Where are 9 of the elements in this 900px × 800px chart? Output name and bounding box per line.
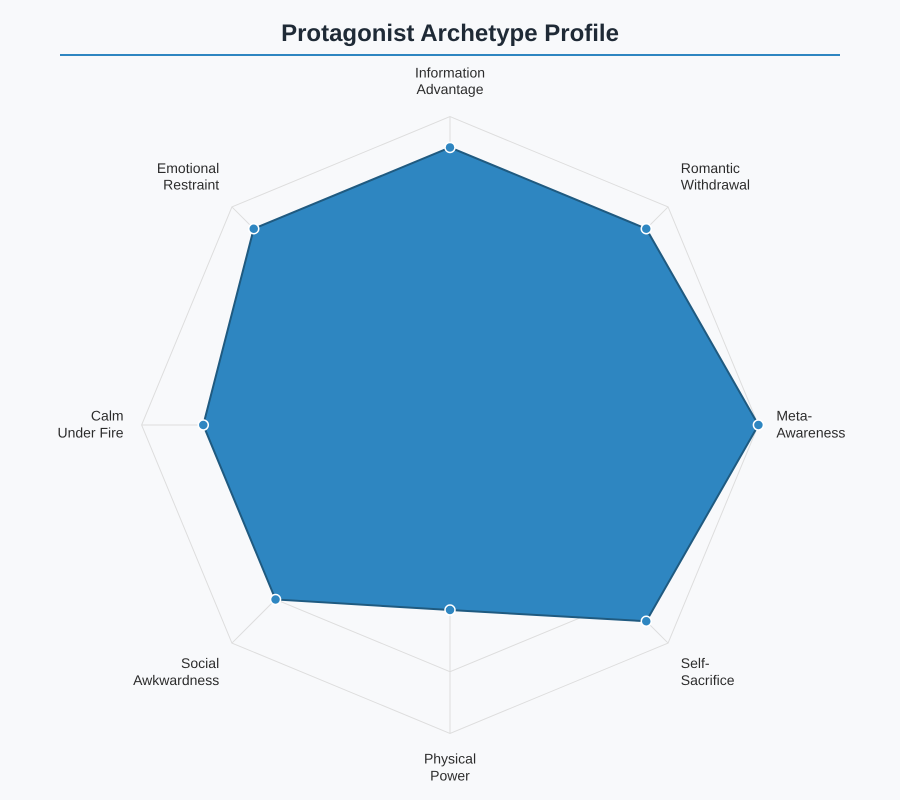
spoke-label: Romantic Withdrawal bbox=[680, 160, 750, 193]
spoke-label: Emotional Restraint bbox=[156, 160, 220, 193]
spoke-label: Information Advantage bbox=[414, 64, 486, 98]
spoke-label: Meta- Awareness bbox=[776, 407, 846, 440]
chart-title: Protagonist Archetype Profile bbox=[281, 20, 619, 47]
spoke-label: Calm Under Fire bbox=[57, 407, 124, 440]
spoke-label: Self- Sacrifice bbox=[680, 655, 735, 688]
spoke-label: Physical Power bbox=[424, 750, 476, 784]
spoke-label: Social Awkwardness bbox=[133, 655, 220, 688]
